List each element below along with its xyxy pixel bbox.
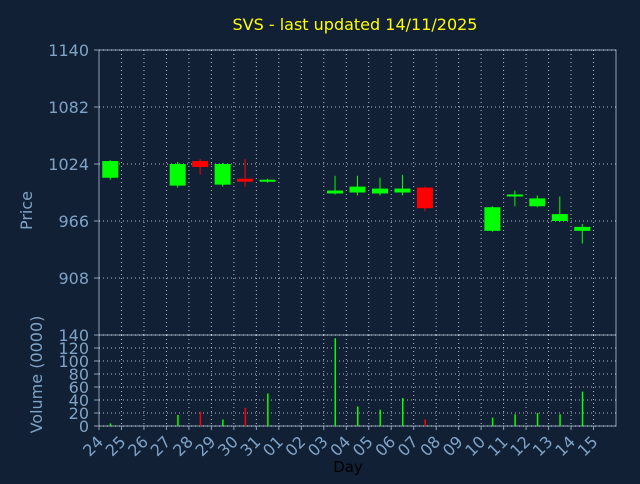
volume-bar-12 [536,413,539,426]
candle-body [237,178,254,182]
chart-title: SVS - last updated 14/11/2025 [233,15,478,34]
volume-ytick-label: 20 [69,404,89,423]
price-panel: 908 966 1024 1082 1140 Price [17,41,617,336]
candle-03 [327,175,344,195]
volume-bar-13 [559,414,561,426]
volume-bar-03 [334,338,337,426]
price-ytick-label: 1082 [48,98,89,117]
candle-12 [529,195,546,208]
price-ytick-label: 1140 [48,41,89,60]
volume-ytick-label: 60 [69,378,89,397]
candle-10 [484,206,501,232]
price-ytick-label: 966 [58,212,89,231]
candle-body [551,214,568,221]
price-ytick-label: 1024 [48,155,89,174]
candle-04 [349,175,366,196]
price-axis-label: Price [17,191,36,230]
price-ytick-label: 908 [58,269,89,288]
volume-bar-29 [222,419,224,426]
volume-ytick-label: 100 [58,352,89,371]
x-axis-label: Day [333,458,363,476]
candle-13 [551,196,568,222]
volume-bar-10 [491,417,494,426]
candle-body [574,226,591,231]
candle-body [214,164,231,185]
candle-06 [394,174,411,196]
candle-24 [102,160,119,180]
volume-bar-24 [109,423,112,426]
volume-bar-11 [514,414,516,426]
candle-body [102,161,119,178]
volume-axis-label: Volume (0000) [27,316,46,434]
volume-ytick-label: 0 [79,417,89,436]
candle-body [416,187,433,209]
volume-bar-31 [267,393,269,426]
volume-bar-14 [581,391,584,426]
candle-body [327,190,344,194]
candle-31 [259,178,276,183]
candle-07 [416,186,433,212]
volume-ytick-label: 120 [58,339,89,358]
volume-bar-06 [401,398,404,426]
candle-30 [237,159,254,187]
candle-body [259,179,276,182]
volume-bar-04 [357,406,359,426]
candle-body [394,188,411,193]
candle-body [484,207,501,231]
candle-29 [214,163,231,187]
candle-28 [192,159,209,175]
candle-27 [169,162,186,188]
volume-bar-28 [199,411,202,426]
candle-body [349,186,366,193]
volume-bar-07 [424,419,426,426]
candle-body [529,198,546,207]
volume-bar-05 [379,409,381,426]
volume-bar-27 [177,414,179,426]
candle-body [169,164,186,186]
volume-ytick-label: 140 [58,326,89,345]
candle-body [506,194,523,197]
volume-bar-30 [244,407,247,426]
candle-body [192,161,209,167]
candle-11 [506,190,523,207]
volume-ytick-label: 80 [69,365,89,384]
candle-05 [371,177,388,196]
candle-body [371,188,388,194]
volume-ytick-label: 40 [69,391,89,410]
candle-14 [574,223,591,244]
